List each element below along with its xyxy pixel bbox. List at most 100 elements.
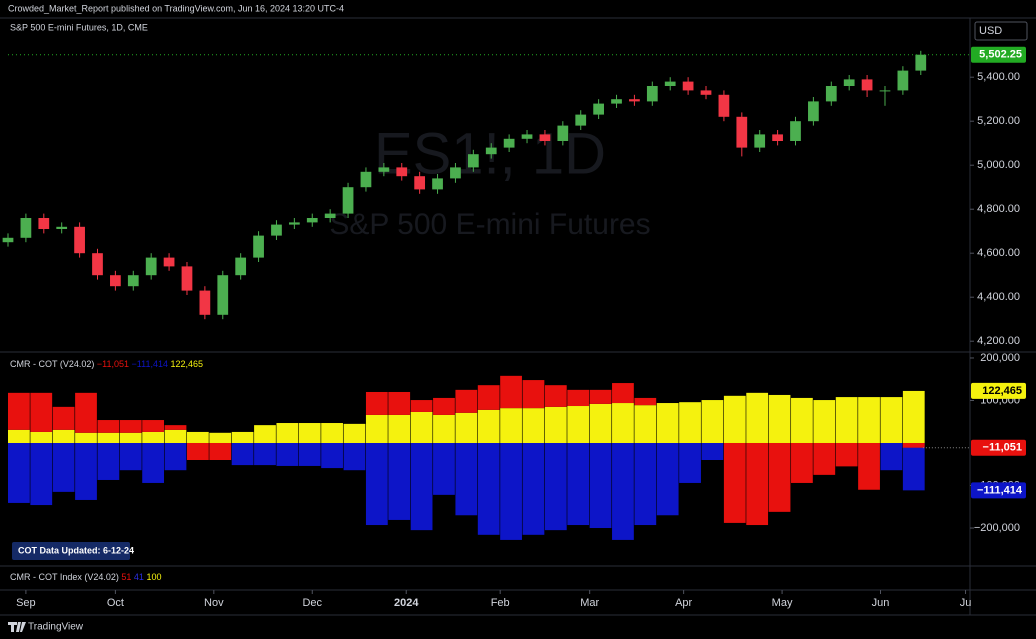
bar-yellow — [500, 408, 522, 443]
bar-red — [813, 442, 836, 475]
candle-body — [396, 167, 408, 177]
candle-body — [825, 86, 837, 102]
bar-yellow — [209, 432, 232, 443]
candle-body — [861, 79, 873, 91]
bar-blue — [500, 442, 522, 540]
bar-yellow — [164, 429, 187, 443]
watermark-subtitle: S&P 500 E-mini Futures — [329, 208, 650, 241]
bar-blue — [142, 442, 165, 483]
legend-value: −111,414 — [132, 359, 168, 369]
x-tick-label: May — [772, 597, 793, 609]
x-tick-label: Dec — [302, 597, 322, 609]
bar-red — [835, 442, 858, 467]
x-tick-label: Mar — [580, 597, 599, 609]
y-tick-label: 4,200.00 — [977, 335, 1020, 347]
candle-body — [521, 134, 533, 139]
bar-blue — [321, 442, 343, 469]
bar-yellow — [701, 400, 724, 443]
bar-yellow — [835, 397, 858, 443]
bar-red — [30, 392, 53, 432]
bar-red — [97, 420, 120, 433]
legend-value: −11,051 — [97, 359, 129, 369]
cot-title: CMR - COT (V24.02) — [10, 359, 94, 369]
note: COT Data Updated: 6-12-24 — [18, 545, 134, 555]
bar-blue — [119, 442, 142, 471]
candle-body — [253, 235, 264, 258]
x-tick-label: Jun — [872, 597, 890, 609]
bar-yellow — [276, 423, 299, 443]
bar-blue — [52, 442, 75, 492]
bar-blue — [880, 442, 903, 471]
bar-yellow — [254, 425, 276, 443]
currency[interactable]: USD — [979, 25, 1002, 37]
candle-body — [217, 275, 229, 315]
candle-body — [288, 222, 300, 225]
legend-value: 122,465 — [170, 359, 203, 369]
bar-blue — [254, 442, 276, 466]
bar-yellow — [321, 423, 343, 443]
bar-yellow — [142, 431, 165, 443]
candle-body — [664, 81, 676, 86]
candle-body — [163, 257, 175, 267]
footer-brand[interactable]: TradingView — [28, 622, 84, 633]
bar-red — [75, 392, 97, 433]
bar-yellow — [723, 395, 746, 443]
candle-body — [646, 86, 658, 102]
bar-blue — [701, 442, 724, 460]
candle-body — [271, 224, 282, 236]
bar-yellow — [746, 392, 769, 443]
bar-yellow — [410, 411, 433, 443]
index-value: 51 — [121, 572, 131, 582]
candle-body — [700, 90, 712, 95]
logo[interactable] — [8, 622, 26, 632]
x-tick-label: Oct — [107, 597, 124, 609]
candle-body — [485, 147, 497, 155]
bar-blue — [902, 442, 925, 491]
yellow-value-tag-box — [971, 382, 1026, 399]
bar-red — [902, 442, 925, 448]
bar-yellow — [97, 432, 120, 443]
candle-body — [629, 99, 640, 102]
index-legend: CMR - COT Index (V24.02) 51 41 100 — [10, 572, 161, 582]
bar-red — [768, 442, 791, 512]
candle-body — [593, 103, 604, 115]
x-tick-label: Apr — [675, 597, 692, 609]
candle-body — [306, 218, 318, 223]
bar-red — [8, 392, 30, 430]
bar-yellow — [634, 405, 657, 443]
bar-yellow — [343, 423, 366, 443]
bar-blue — [164, 442, 187, 471]
bar-red — [544, 385, 567, 407]
bar-blue — [343, 442, 366, 471]
candle-body — [754, 134, 766, 148]
candle-body — [360, 171, 372, 188]
bar-yellow — [544, 406, 567, 443]
note-box — [12, 542, 130, 560]
x-tick-label: Feb — [491, 597, 510, 609]
candle-body — [718, 94, 730, 117]
candle-body — [736, 116, 748, 148]
bar-red — [723, 442, 746, 523]
candle-body — [557, 125, 569, 141]
bar-blue — [8, 442, 30, 503]
last-price-label: 5,502.25 — [979, 49, 1022, 61]
bar-yellow — [365, 414, 388, 443]
blue-value-tag: −111,414 — [977, 484, 1023, 496]
bar-yellow — [52, 429, 75, 443]
bar-blue — [656, 442, 679, 516]
candle-body — [145, 257, 157, 276]
yellow-value-tag: 122,465 — [982, 385, 1022, 397]
candle-body — [467, 154, 479, 168]
bar-red — [365, 391, 388, 415]
cot-legend: CMR - COT (V24.02) −11,051 −111,414 122,… — [10, 359, 203, 369]
bar-red — [567, 389, 590, 407]
bar-yellow — [119, 432, 142, 443]
index-title: CMR - COT Index (V24.02) — [10, 572, 119, 582]
bar-yellow — [455, 412, 478, 443]
candle-body — [20, 218, 32, 238]
currency-box[interactable] — [974, 21, 1028, 41]
candle-body — [682, 81, 694, 91]
bar-yellow — [298, 423, 321, 443]
